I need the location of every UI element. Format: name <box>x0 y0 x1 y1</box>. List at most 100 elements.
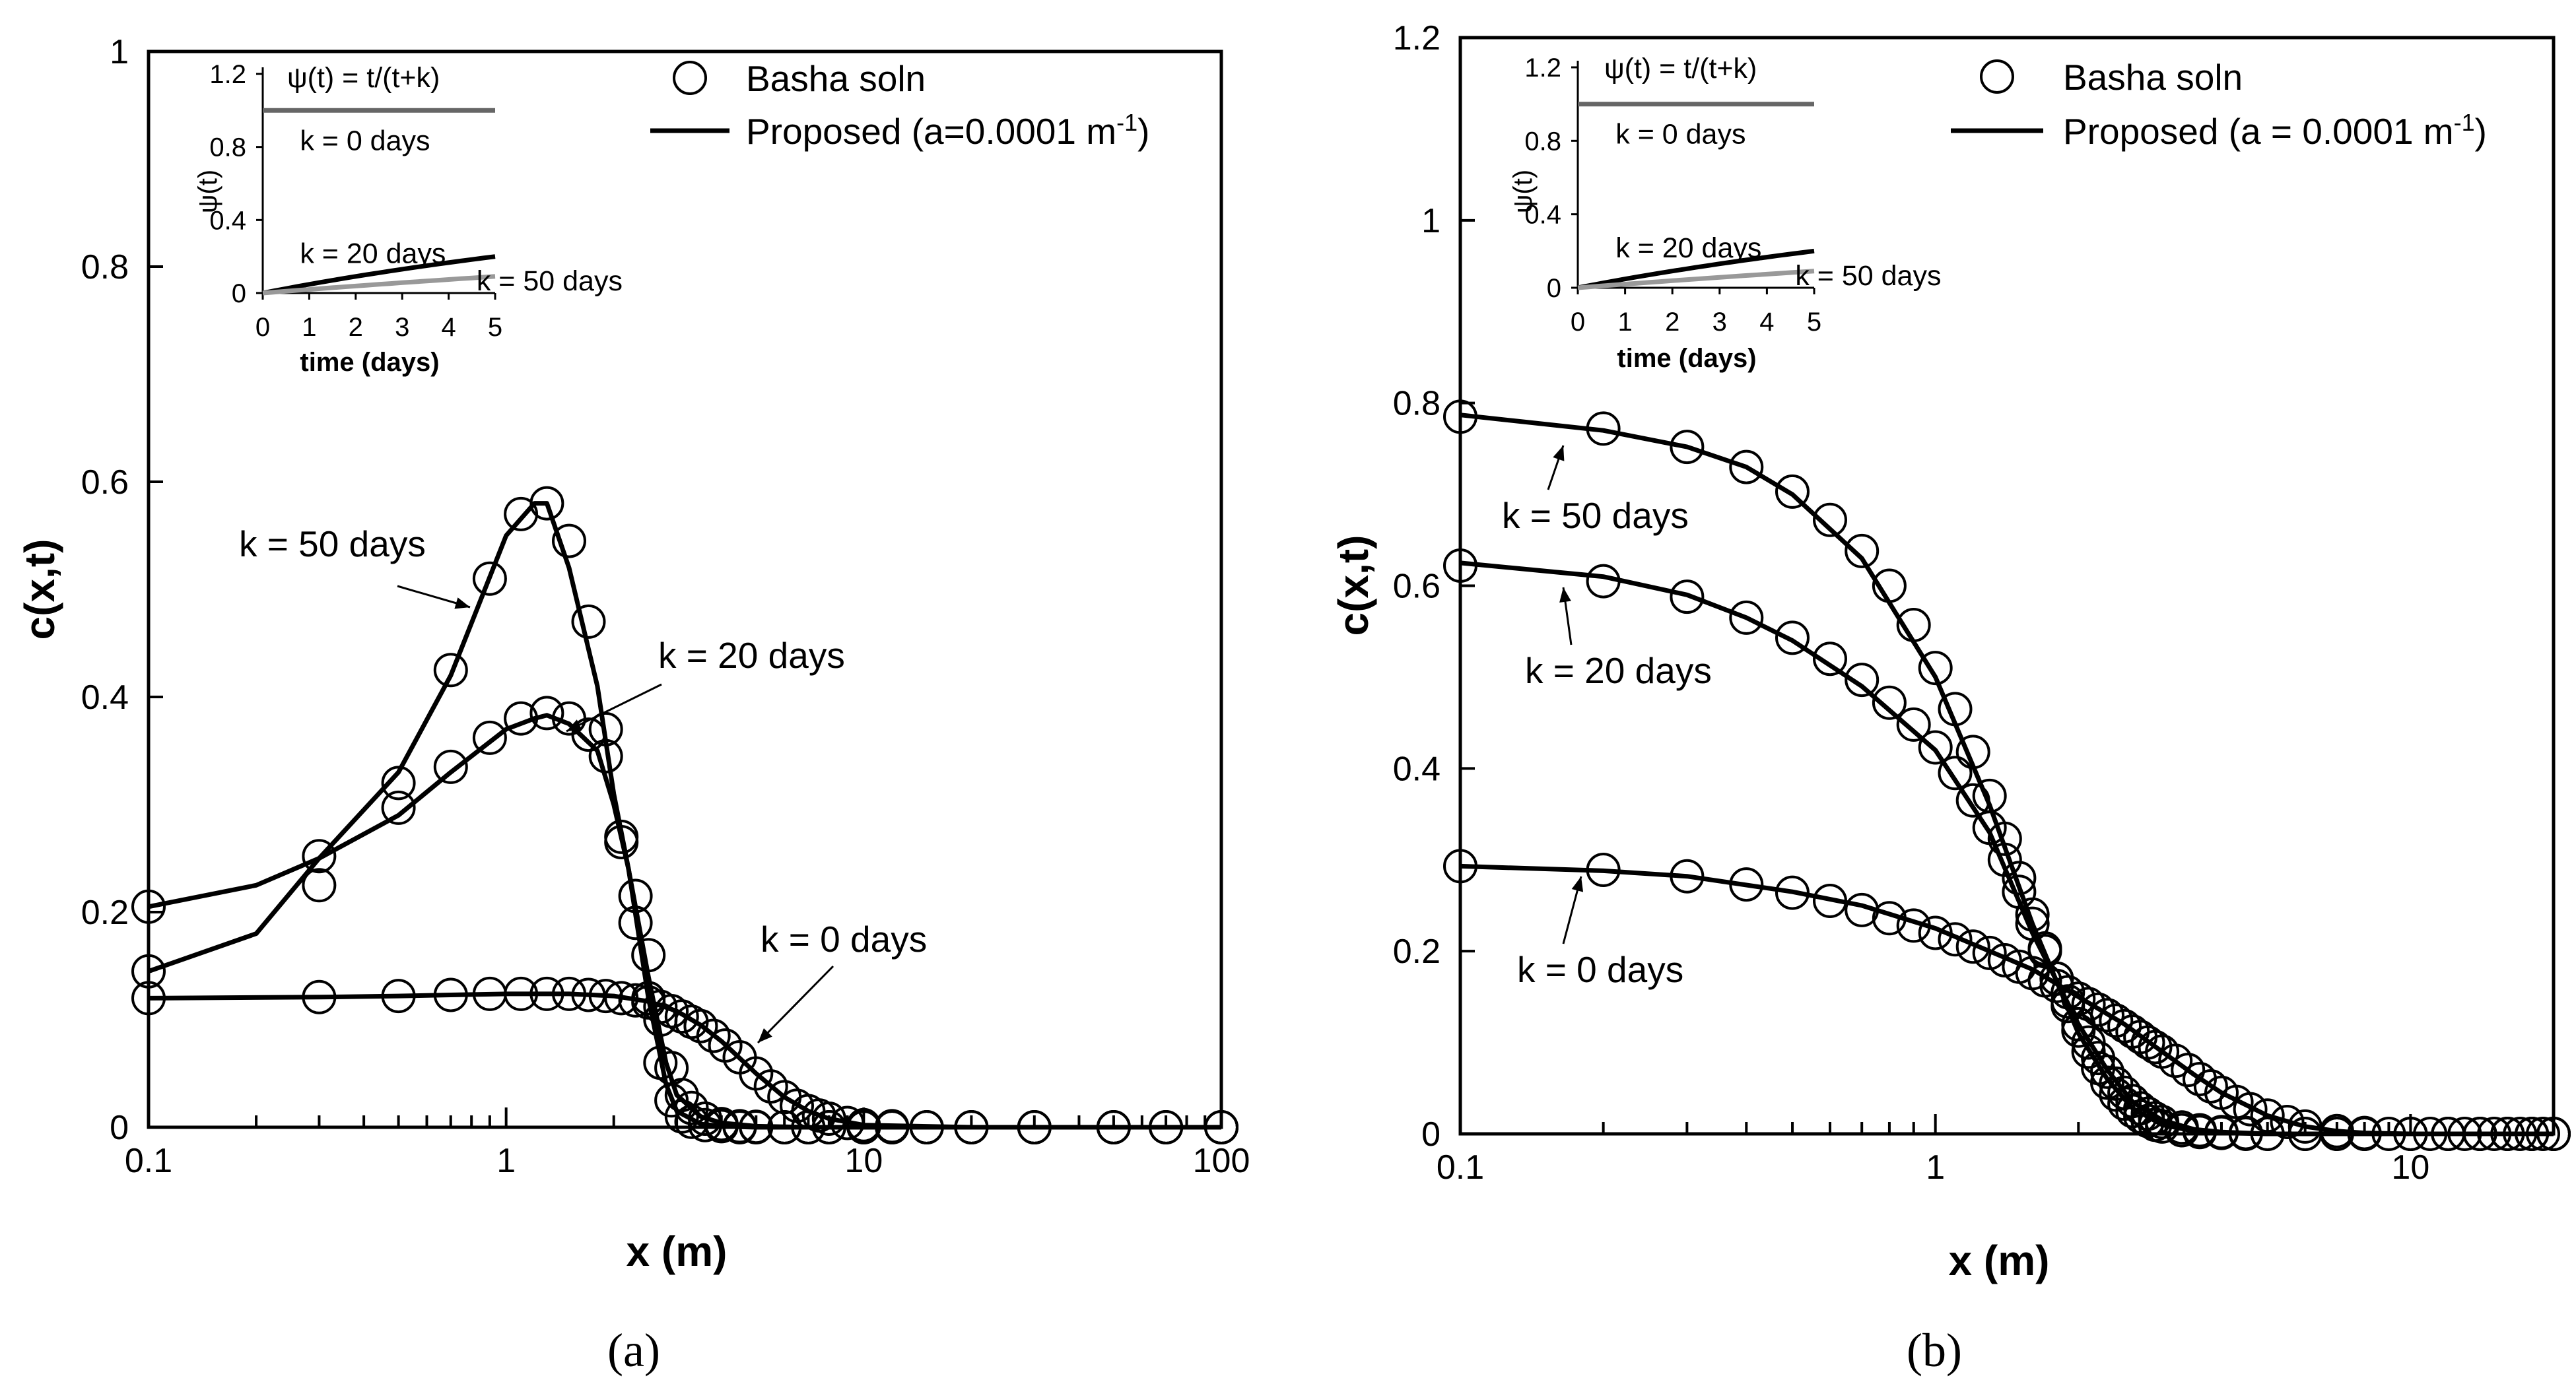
basha-marker <box>302 979 337 1014</box>
basha-marker <box>2347 1117 2382 1151</box>
basha-marker <box>588 979 623 1014</box>
inset-title: ψ(t) = t/(t+k) <box>1604 53 1757 84</box>
series-k-50-days <box>1443 399 2571 1151</box>
basha-marker <box>1896 608 1931 642</box>
basha-marker <box>1813 642 1847 676</box>
inset-x-tick-label: 4 <box>1759 308 1774 337</box>
basha-marker <box>504 701 539 736</box>
basha-marker <box>1729 867 1764 902</box>
basha-marker <box>472 561 507 596</box>
y-axis-label: c(x,t) <box>1330 535 1377 636</box>
basha-marker <box>2319 1117 2354 1151</box>
inset-annotation-k-0-days: k = 0 days <box>1615 119 1746 150</box>
y-tick-label: 0.2 <box>1393 933 1441 971</box>
basha-marker <box>302 839 337 874</box>
basha-marker <box>2536 1117 2571 1151</box>
basha-marker <box>1443 399 1477 434</box>
y-tick-label: 1.2 <box>1393 19 1441 57</box>
basha-marker <box>1775 875 1810 910</box>
basha-marker <box>2490 1117 2525 1151</box>
x-tick-label: 0.1 <box>1437 1148 1484 1187</box>
annotation-k20: k = 20 days <box>1525 650 1712 691</box>
basha-marker <box>1872 685 1907 720</box>
x-tick-label: 0.1 <box>125 1142 172 1180</box>
legend-circle-icon <box>1980 59 2014 94</box>
legend-circle-icon <box>673 61 707 95</box>
basha-marker <box>1972 778 2007 813</box>
basha-marker <box>767 1110 802 1144</box>
x-tick-label: 10 <box>844 1142 883 1180</box>
y-tick-label: 0.4 <box>1393 750 1441 788</box>
basha-marker <box>2233 1092 2268 1127</box>
basha-marker <box>2171 1053 2206 1088</box>
legend-label-proposed-main: Proposed (a=0.0001 m <box>746 111 1116 152</box>
basha-marker <box>875 1110 910 1144</box>
annotation-arrowhead <box>1559 587 1571 603</box>
inset-chart: 0 0.4 0.8 1.2 0 1 2 3 4 5 ψ(t) = t/(t+k) time (days… <box>1508 53 1941 373</box>
inset-y-tick-label: 1.2 <box>1524 53 1561 82</box>
inset-annotation-k-20-days: k = 20 days <box>300 238 446 269</box>
basha-marker <box>1017 1110 1052 1144</box>
basha-marker <box>1896 707 1931 742</box>
basha-marker <box>604 819 639 854</box>
y-tick-label: 0.8 <box>1393 385 1441 423</box>
inset-x-tick-label: 3 <box>1712 308 1727 337</box>
annotation-k0: k = 0 days <box>1517 949 1683 990</box>
inset-y-tick-label: 0 <box>232 279 246 308</box>
basha-marker <box>1775 474 1810 509</box>
basha-marker <box>1845 533 1880 568</box>
basha-marker <box>1586 853 1621 887</box>
basha-marker <box>302 868 337 903</box>
basha-marker <box>722 1110 757 1144</box>
legend-label-proposed-suffix: ) <box>2475 111 2487 152</box>
inset-y-tick-label: 0.4 <box>209 206 246 235</box>
annotation-arrow-line <box>566 683 662 733</box>
panel-label: (b) <box>1907 1324 1962 1377</box>
annotation-arrowhead <box>566 719 582 731</box>
basha-marker <box>2130 1104 2165 1138</box>
annotation-arrowhead <box>454 597 470 609</box>
y-tick-label: 0 <box>1421 1115 1441 1154</box>
y-tick-label: 0 <box>110 1109 129 1147</box>
inset-x-tick-label: 1 <box>302 313 316 342</box>
inset-x-tick-label: 4 <box>441 313 456 342</box>
annotation-k20: k = 20 days <box>658 635 845 676</box>
plot-frame <box>147 49 1223 1129</box>
legend-label-basha: Basha soln <box>746 58 926 99</box>
basha-marker <box>2164 1113 2199 1148</box>
inset-x-tick-label: 0 <box>255 313 270 342</box>
proposed-line <box>147 501 1221 1130</box>
basha-marker <box>1938 922 1973 957</box>
basha-marker <box>2183 1115 2217 1150</box>
legend-label-proposed-sup: -1 <box>1116 109 1137 136</box>
inset-curve-k-20-days <box>262 254 496 296</box>
legend-label-proposed-main: Proposed (a = 0.0001 m <box>2063 111 2454 152</box>
series-k-50-days <box>131 486 1238 1144</box>
inset-title: ψ(t) = t/(t+k) <box>287 62 440 94</box>
basha-marker <box>472 720 507 755</box>
basha-marker <box>529 486 564 521</box>
inset-y-tick-label: 0.4 <box>1524 201 1561 230</box>
basha-marker <box>1443 849 1477 884</box>
basha-marker <box>2071 1034 2106 1069</box>
basha-marker <box>739 1110 774 1144</box>
basha-marker <box>571 604 606 639</box>
basha-marker <box>1813 502 1847 537</box>
basha-marker <box>433 653 468 688</box>
basha-marker <box>1775 620 1810 655</box>
basha-marker <box>131 954 166 989</box>
proposed-line <box>1460 412 2554 1137</box>
inset-curve-k-50-days <box>262 274 496 296</box>
annotation-arrowhead <box>758 1028 772 1043</box>
basha-marker <box>643 1045 678 1080</box>
basha-marker <box>1729 600 1764 635</box>
basha-marker <box>631 981 666 1016</box>
basha-marker <box>2193 1069 2228 1104</box>
basha-marker <box>1586 564 1621 599</box>
y-tick-label: 0.8 <box>81 248 129 286</box>
basha-marker <box>1872 568 1907 603</box>
annotation-arrowhead <box>1571 876 1584 892</box>
basha-marker <box>2099 1003 2134 1038</box>
basha-marker <box>1845 892 1880 927</box>
